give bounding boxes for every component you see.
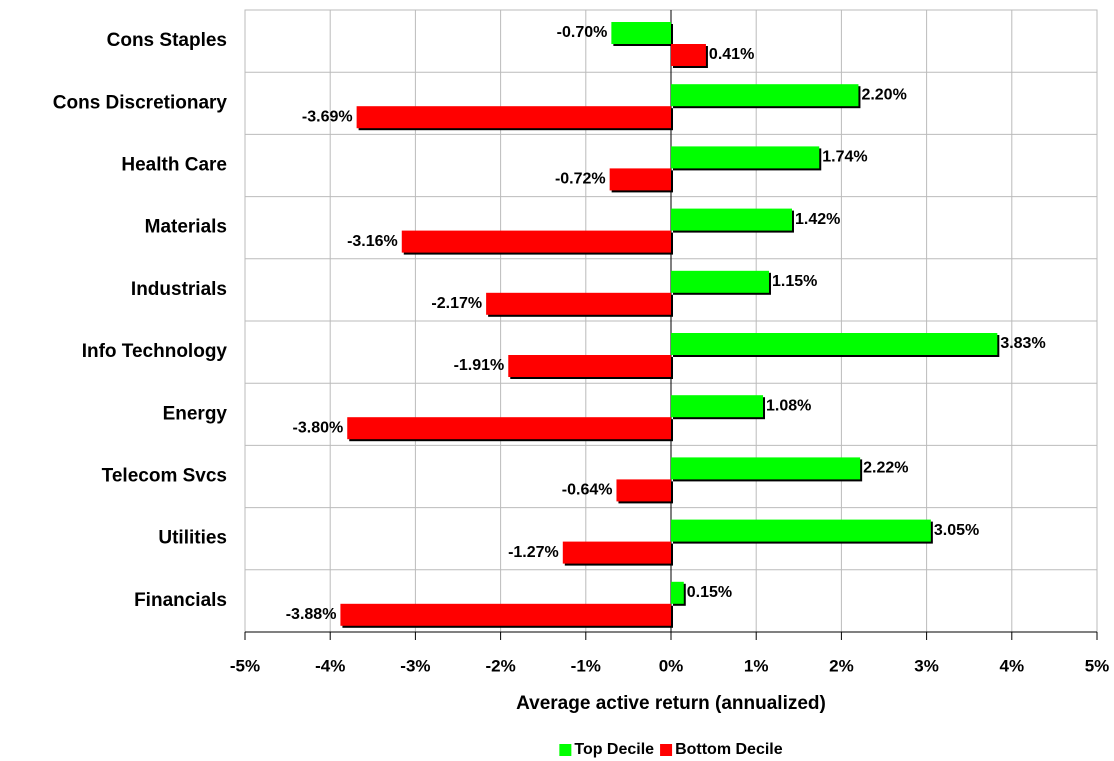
x-tick-label: -5% bbox=[230, 656, 260, 675]
bar bbox=[401, 230, 671, 253]
bar bbox=[671, 146, 820, 169]
x-tick-label: 4% bbox=[1000, 656, 1025, 675]
legend-label: Bottom Decile bbox=[675, 741, 783, 758]
data-label: 0.41% bbox=[709, 46, 754, 63]
bar bbox=[671, 581, 684, 604]
bar bbox=[609, 168, 671, 191]
x-axis-title: Average active return (annualized) bbox=[516, 693, 826, 714]
data-label: -3.69% bbox=[302, 108, 353, 125]
y-tick-label: Cons Discretionary bbox=[53, 92, 228, 113]
data-label: -2.17% bbox=[431, 295, 482, 312]
bar bbox=[611, 22, 671, 44]
bar bbox=[671, 84, 859, 107]
y-tick-label: Telecom Svcs bbox=[102, 466, 227, 487]
y-tick-label: Health Care bbox=[121, 155, 227, 176]
x-tick-label: 5% bbox=[1085, 656, 1110, 675]
x-tick-label: 0% bbox=[659, 656, 684, 675]
bar bbox=[562, 541, 671, 564]
data-label: -1.27% bbox=[508, 544, 559, 561]
data-label: 2.22% bbox=[863, 460, 908, 477]
legend: Top Decile Bottom Decile bbox=[559, 741, 783, 758]
y-tick-label: Energy bbox=[163, 403, 228, 424]
x-tick-label: 2% bbox=[829, 656, 854, 675]
y-tick-label: Materials bbox=[145, 217, 227, 238]
data-label: -0.70% bbox=[557, 24, 608, 41]
data-label: 1.42% bbox=[795, 211, 840, 228]
data-label: -3.88% bbox=[286, 606, 337, 623]
x-tick-label: 1% bbox=[744, 656, 769, 675]
data-label: 3.05% bbox=[934, 522, 979, 539]
legend-swatch bbox=[559, 744, 572, 756]
data-label: -0.72% bbox=[555, 171, 606, 188]
bar bbox=[671, 208, 792, 231]
data-label: 1.15% bbox=[772, 273, 817, 290]
bar bbox=[671, 333, 998, 355]
data-label: 3.83% bbox=[1000, 335, 1045, 352]
y-tick-label: Cons Staples bbox=[107, 30, 227, 51]
legend-label: Top Decile bbox=[574, 741, 654, 758]
bar bbox=[508, 355, 671, 377]
x-tick-label: 3% bbox=[914, 656, 939, 675]
x-tick-label: -3% bbox=[400, 656, 430, 675]
x-tick-label: -1% bbox=[571, 656, 601, 675]
bar bbox=[356, 106, 671, 129]
data-label: 2.20% bbox=[861, 86, 906, 103]
bar bbox=[671, 44, 706, 66]
bar bbox=[671, 457, 861, 480]
bar bbox=[671, 270, 769, 293]
data-label: 1.08% bbox=[766, 397, 811, 414]
x-tick-label: -2% bbox=[485, 656, 515, 675]
legend-item: Top Decile bbox=[559, 741, 654, 758]
data-label: 1.74% bbox=[822, 149, 867, 166]
data-label: -3.80% bbox=[293, 419, 344, 436]
y-tick-label: Info Technology bbox=[82, 341, 228, 362]
bar bbox=[486, 292, 671, 315]
legend-item: Bottom Decile bbox=[660, 741, 783, 758]
bar bbox=[347, 417, 671, 440]
y-tick-label: Utilities bbox=[158, 528, 227, 549]
x-tick-label: -4% bbox=[315, 656, 345, 675]
bar bbox=[616, 479, 671, 502]
bar bbox=[671, 519, 931, 542]
data-label: -3.16% bbox=[347, 233, 398, 250]
y-tick-label: Industrials bbox=[131, 279, 227, 300]
bar bbox=[340, 603, 671, 626]
legend-swatch bbox=[660, 744, 673, 756]
data-label: -1.91% bbox=[454, 357, 505, 374]
data-label: -0.64% bbox=[562, 482, 613, 499]
bar bbox=[671, 395, 764, 418]
y-tick-label: Financials bbox=[134, 590, 227, 611]
data-label: 0.15% bbox=[687, 584, 732, 601]
